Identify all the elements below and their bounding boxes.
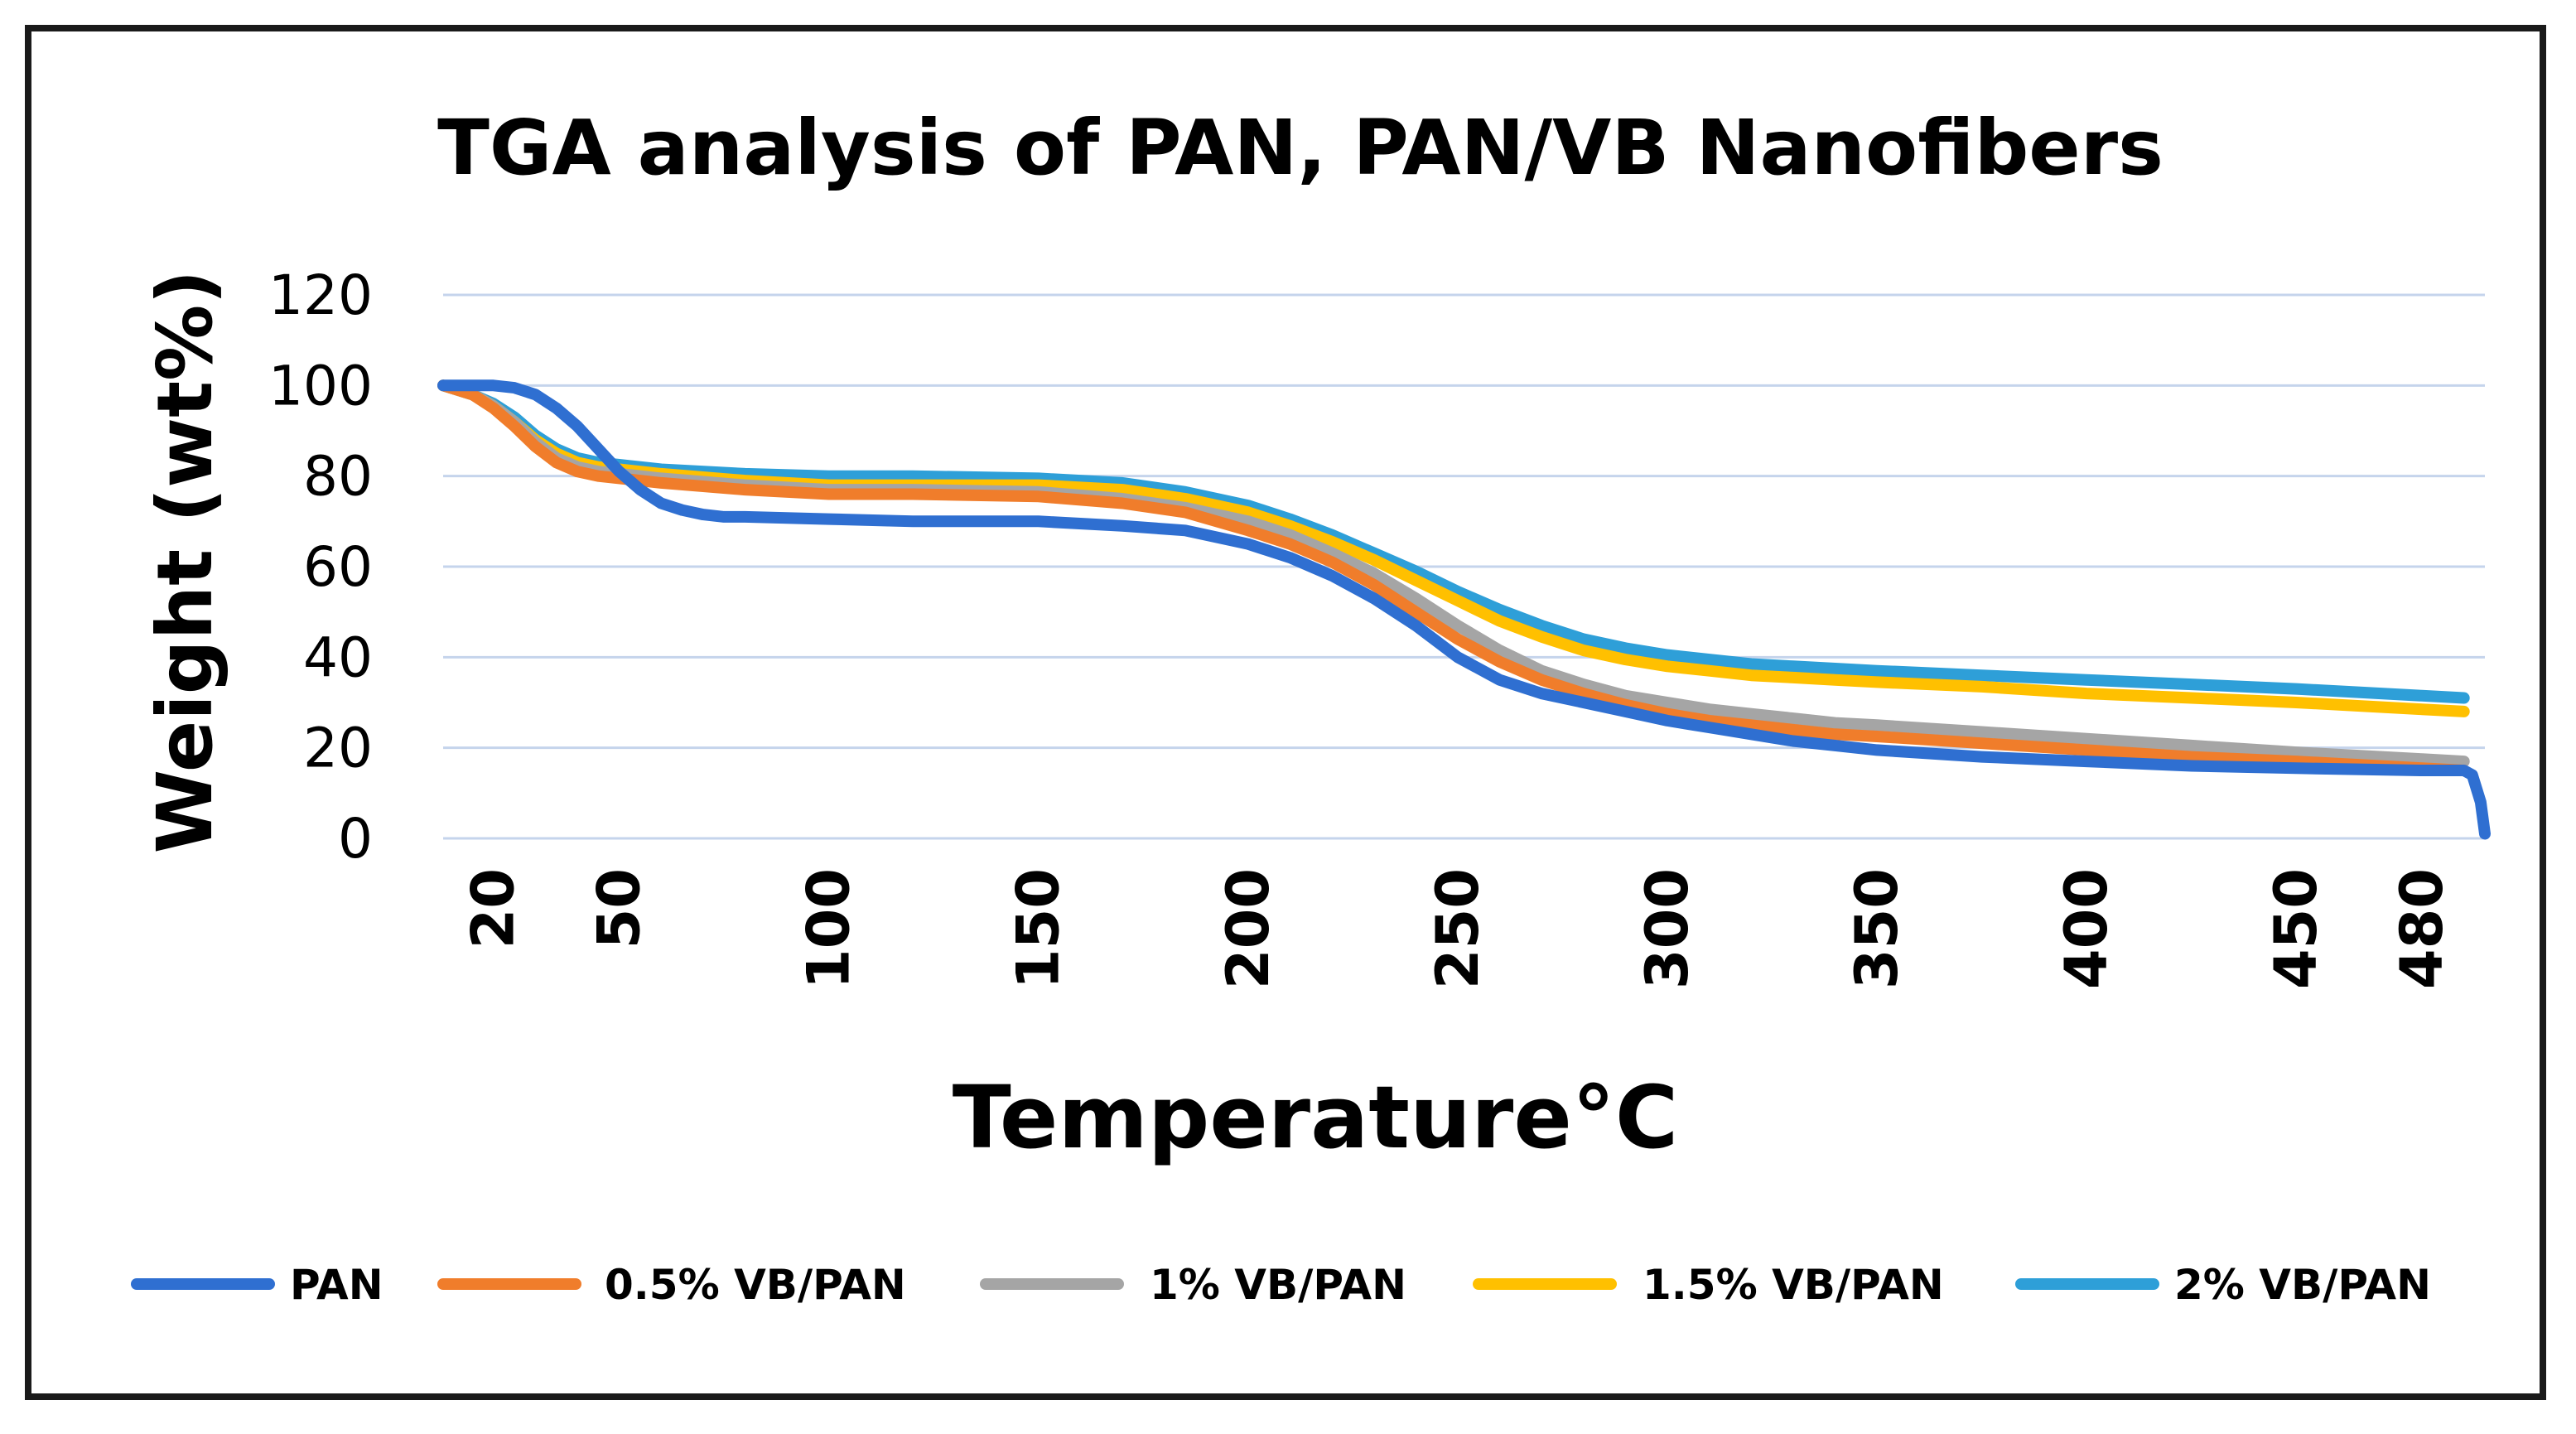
x-tick-label: 480: [2388, 868, 2456, 989]
legend-label: 2% VB/PAN: [2174, 1261, 2431, 1309]
series-lines: [437, 379, 2491, 840]
y-tick-label: 40: [303, 625, 373, 689]
legend: PAN 0.5% VB/PAN 1% VB/PAN 1.5% VB/PAN 2% VB/…: [131, 1261, 2431, 1309]
x-tick-label: 200: [1214, 868, 1282, 989]
y-axis-label: Weight (wt%): [141, 270, 229, 854]
y-tick-label: 20: [303, 717, 373, 780]
y-tick-label: 100: [268, 354, 373, 418]
y-tick-label: 60: [303, 535, 373, 599]
series-line-1-vb-pan: [437, 379, 2470, 768]
legend-label: 1.5% VB/PAN: [1643, 1261, 1944, 1309]
series-line-1-5-vb-pan: [437, 379, 2470, 717]
x-tick-label: 450: [2262, 868, 2330, 989]
x-tick-label: 250: [1424, 868, 1492, 989]
series-line-0-5-vb-pan: [437, 379, 2470, 776]
y-tick-label: 120: [268, 263, 373, 327]
x-tick-label: 350: [1843, 868, 1911, 989]
chart-title: TGA analysis of PAN, PAN/VB Nanofibers: [437, 104, 2164, 192]
x-tick-label: 20: [460, 868, 528, 949]
x-tick-label: 100: [795, 868, 863, 989]
y-tick-label: 80: [303, 445, 373, 509]
series-line-pan: [437, 379, 2491, 840]
legend-label: 0.5% VB/PAN: [605, 1261, 906, 1309]
x-tick-label: 150: [1005, 868, 1073, 989]
x-axis-label: Temperature°C: [953, 1067, 1678, 1168]
legend-label: PAN: [290, 1261, 384, 1309]
x-tick-label: 300: [1633, 868, 1701, 989]
chart-frame: [25, 25, 2546, 1400]
x-tick-label: 50: [586, 868, 654, 949]
x-tick-label: 400: [2053, 868, 2120, 989]
y-tick-label: 0: [338, 807, 373, 871]
legend-label: 1% VB/PAN: [1150, 1261, 1406, 1309]
x-tick-labels: 20 50 100 150 200 250 300 350 400 450 480: [460, 868, 2456, 989]
y-tick-labels: 0 20 40 60 80 100 120: [268, 263, 373, 871]
